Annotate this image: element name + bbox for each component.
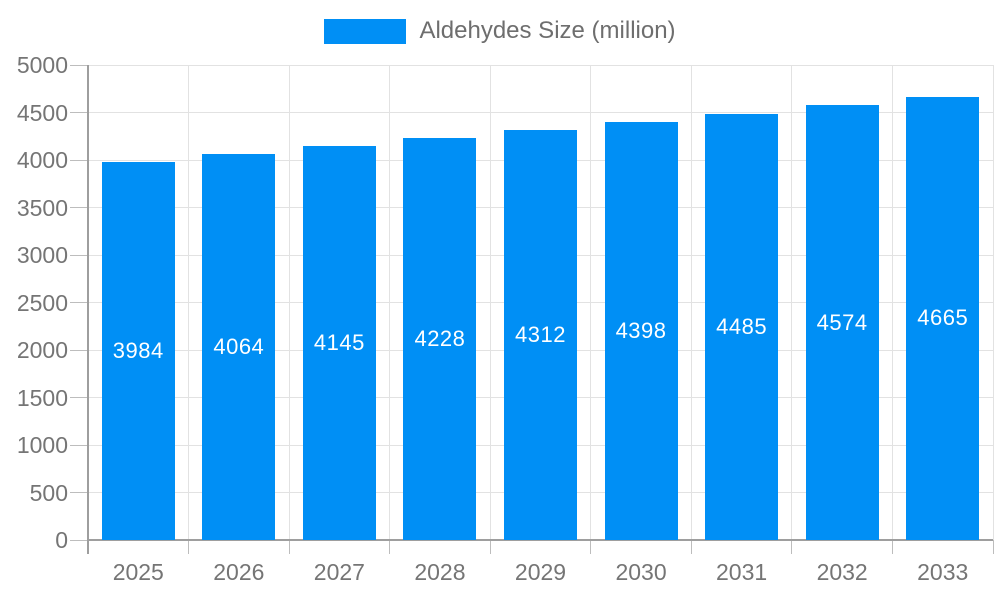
bar-2031[interactable]: 4485 xyxy=(705,113,779,540)
y-axis-tick-label: 3500 xyxy=(16,194,68,221)
legend-swatch xyxy=(324,18,407,44)
x-axis-tick xyxy=(791,540,793,554)
y-axis-tick-label: 3000 xyxy=(16,242,68,268)
y-axis-tick-label: 1500 xyxy=(16,384,68,411)
bar-2026[interactable]: 4064 xyxy=(202,153,276,540)
x-axis-tick-label: 2029 xyxy=(514,559,567,585)
bar-value-label: 4485 xyxy=(716,313,768,339)
bar-2030[interactable]: 4398 xyxy=(604,122,678,540)
y-axis-tick-label: 4000 xyxy=(16,147,68,173)
gridline-vertical xyxy=(590,65,592,540)
y-axis-tick xyxy=(70,397,88,398)
gridline-vertical xyxy=(389,65,391,540)
y-axis-tick xyxy=(70,207,88,208)
y-axis-tick xyxy=(70,539,88,541)
bar-2033[interactable]: 4665 xyxy=(906,96,980,540)
x-axis-tick-label: 2028 xyxy=(414,559,466,585)
x-axis-tick-label: 2033 xyxy=(917,559,969,585)
x-axis-tick xyxy=(590,540,592,554)
x-axis-tick-label: 2027 xyxy=(313,559,365,585)
bar-value-label: 4228 xyxy=(414,326,466,352)
gridline-vertical xyxy=(891,65,893,540)
y-axis-tick xyxy=(70,254,88,256)
x-axis-tick xyxy=(891,540,893,554)
y-axis-line xyxy=(87,65,89,554)
y-axis-tick xyxy=(70,64,88,66)
bar-2027[interactable]: 4145 xyxy=(302,146,376,540)
bar-2032[interactable]: 4574 xyxy=(805,105,879,540)
x-axis-tick-label: 2030 xyxy=(615,559,667,585)
x-axis-line xyxy=(88,539,993,541)
bar-2025[interactable]: 3984 xyxy=(101,161,175,540)
x-axis-tick xyxy=(188,540,190,554)
bar-value-label: 4145 xyxy=(313,330,365,356)
y-axis-tick-label: 5000 xyxy=(16,52,68,78)
y-axis-tick-label: 2500 xyxy=(16,289,68,316)
x-axis-tick-label: 2026 xyxy=(213,559,265,585)
y-axis-tick-label: 4500 xyxy=(16,99,68,126)
y-axis-tick xyxy=(70,492,88,493)
y-axis-tick-label: 1000 xyxy=(16,432,68,458)
x-axis-tick-label: 2025 xyxy=(112,559,164,585)
gridline-vertical xyxy=(992,65,994,540)
bar-value-label: 3984 xyxy=(112,337,164,363)
gridline-vertical xyxy=(690,65,692,540)
bar-value-label: 4312 xyxy=(515,322,566,348)
bar-2029[interactable]: 4312 xyxy=(504,130,577,540)
x-axis-tick xyxy=(992,540,994,554)
y-axis-tick-label: 500 xyxy=(29,479,68,506)
bar-value-label: 4665 xyxy=(917,305,969,331)
gridline-vertical xyxy=(288,65,290,540)
x-axis-tick-label: 2032 xyxy=(816,559,868,585)
bar-value-label: 4574 xyxy=(816,309,868,335)
x-axis-tick xyxy=(389,540,391,554)
y-axis-tick xyxy=(70,112,88,113)
x-axis-tick-label: 2031 xyxy=(716,559,768,585)
y-axis-tick-label: 0 xyxy=(55,527,68,553)
gridline-vertical xyxy=(188,65,190,540)
bar-value-label: 4398 xyxy=(615,318,667,344)
x-axis-tick xyxy=(690,540,692,554)
gridline-vertical xyxy=(791,65,793,540)
gridline-horizontal xyxy=(88,64,993,66)
y-axis-tick xyxy=(70,349,88,351)
legend[interactable]: Aldehydes Size (million) xyxy=(0,17,1000,45)
y-axis-tick xyxy=(70,302,88,303)
y-axis-tick-label: 2000 xyxy=(16,337,68,363)
y-axis-tick xyxy=(70,444,88,446)
y-axis-tick xyxy=(70,159,88,161)
legend-label: Aldehydes Size (million) xyxy=(419,17,676,44)
bar-value-label: 4064 xyxy=(213,333,265,359)
bar-2028[interactable]: 4228 xyxy=(403,138,477,540)
x-axis-tick xyxy=(288,540,290,554)
x-axis-tick xyxy=(489,540,491,554)
gridline-horizontal xyxy=(88,112,993,113)
gridline-vertical xyxy=(489,65,491,540)
